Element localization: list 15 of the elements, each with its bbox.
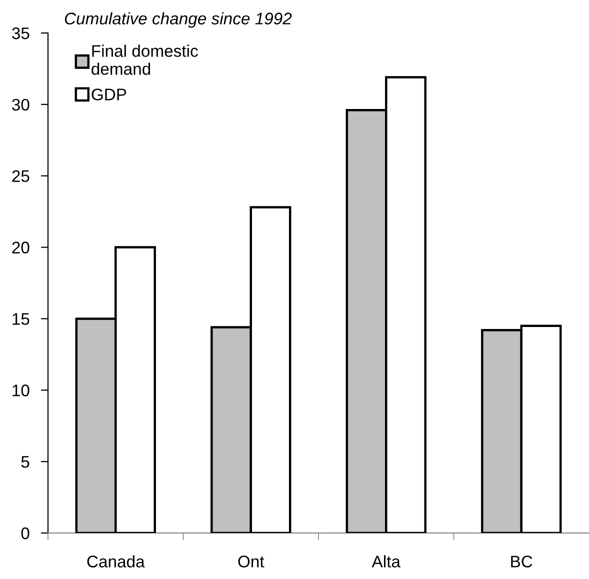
y-tick-label: 15 (12, 313, 30, 325)
y-tick-label: 10 (12, 384, 30, 396)
y-tick-label: 30 (12, 98, 30, 111)
y-tick-label: 20 (12, 242, 30, 254)
y-tick-label: 5 (21, 456, 30, 468)
x-tick-label: Ont (238, 556, 264, 568)
x-tick-label: Alta (372, 555, 400, 568)
legend-label: GDP (92, 88, 126, 100)
x-tick-label: BC (511, 556, 532, 568)
x-tick-label: Canada (87, 555, 145, 568)
chart-title: Cumulative change since 1992 (64, 12, 292, 28)
legend-label: Final domestic demand (92, 44, 198, 75)
y-tick-label: 0 (21, 527, 30, 540)
y-tick-label: 35 (12, 27, 30, 40)
y-tick-label: 25 (12, 170, 30, 182)
